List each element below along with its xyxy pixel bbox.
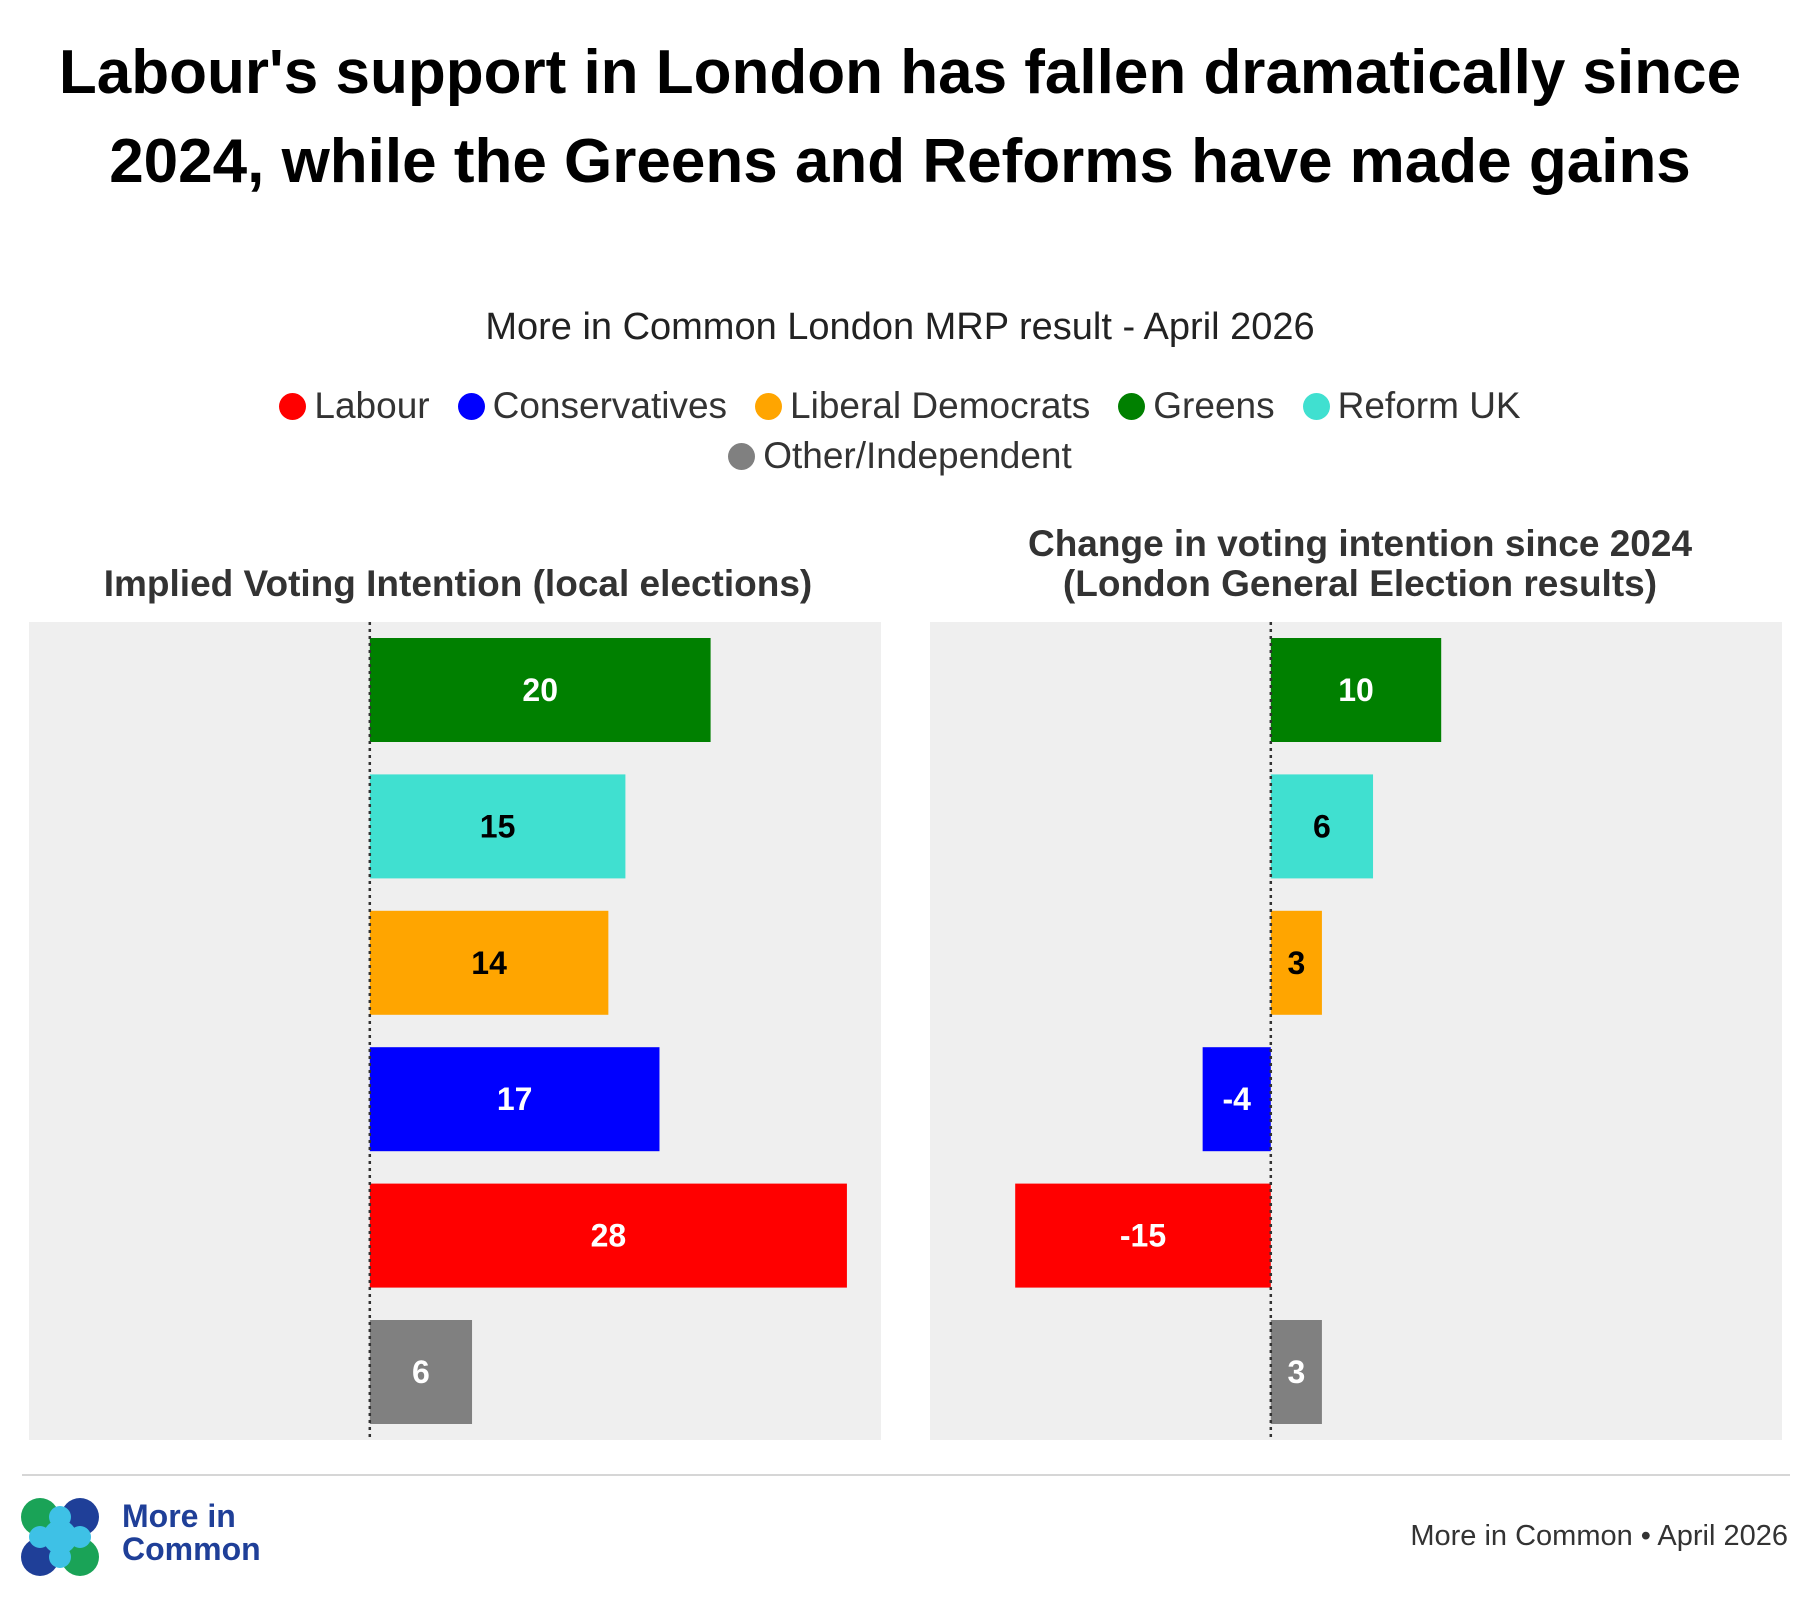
data-label: 28 [591,1218,627,1254]
chart-title: Labour's support in London has fallen dr… [58,38,1742,196]
legend-item: Greens [1118,384,1275,428]
brand-line-2: Common [122,1531,261,1567]
bar-conservatives [369,1047,660,1152]
bar-reform-uk [369,774,626,879]
data-label: 10 [1338,672,1374,708]
footer-divider [22,1474,1790,1476]
bar-greens [1270,638,1442,742]
legend-item: Labour [279,384,430,428]
legend-item: Other/Independent [728,434,1072,478]
bar-reform-uk [1270,774,1374,879]
legend-item: Reform UK [1302,384,1521,428]
legend-label: Greens [1153,385,1275,426]
data-label: 14 [471,945,507,981]
bar-labour [369,1183,847,1288]
chart-subtitle: More in Common London MRP result - April… [485,306,1315,348]
data-label: 20 [522,672,558,708]
data-label: 6 [1313,808,1331,844]
bar-labour [1015,1183,1271,1288]
legend-swatch [1302,392,1330,420]
chart-panel-1: Implied Voting Intention (local election… [29,563,881,1440]
plot-background [29,622,881,1440]
bar-other-independent [1270,1320,1322,1424]
bar-greens [369,638,711,742]
chart-panel-2: Change in voting intention since 2024(Lo… [930,523,1782,1440]
legend-swatch [279,392,307,420]
legend-swatch [755,392,783,420]
brand-line-1: More in [122,1498,236,1534]
panel-title: Change in voting intention since 2024 [1028,523,1692,564]
legend-item: Conservatives [457,384,728,428]
brand-name: More in Common [122,1500,261,1566]
data-label: 17 [497,1081,533,1117]
legend-swatch [1118,392,1146,420]
legend-label: Liberal Democrats [790,385,1091,426]
data-label: 6 [412,1354,430,1390]
data-label: -4 [1222,1081,1251,1117]
bar-liberal-democrats [1270,910,1322,1015]
panel-title: Implied Voting Intention (local election… [104,563,813,604]
legend-swatch [728,442,756,470]
legend: Labour Conservatives Liberal Democrats Gree… [150,384,1650,478]
bar-other-independent [369,1320,473,1424]
bar-liberal-democrats [369,910,609,1015]
legend-label: Reform UK [1337,385,1521,426]
legend-label: Conservatives [492,385,728,426]
charts-area: Implied Voting Intention (local election… [29,523,1782,1440]
legend-swatch [457,392,485,420]
legend-label: Other/Independent [763,435,1072,476]
legend-item: Liberal Democrats [755,384,1090,428]
bar-conservatives [1202,1047,1271,1152]
panel-title: (London General Election results) [1063,563,1657,604]
data-label: -15 [1120,1218,1166,1254]
data-label: 15 [480,808,516,844]
footer-source: More in Common • April 2026 [1410,1520,1788,1552]
plot-background [930,622,1782,1440]
more-in-common-logo-icon [21,1498,99,1576]
data-label: 3 [1287,945,1305,981]
legend-label: Labour [314,385,430,426]
data-label: 3 [1287,1354,1305,1390]
